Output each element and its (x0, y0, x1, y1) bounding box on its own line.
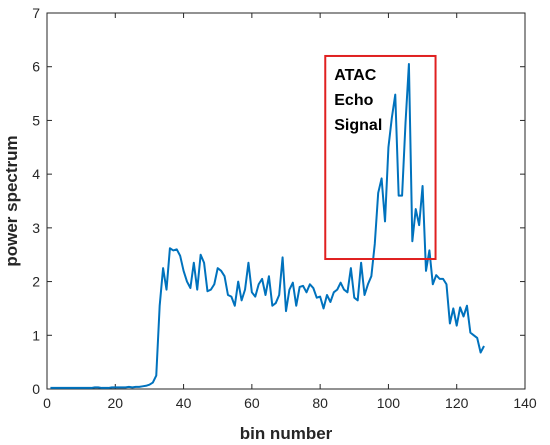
y-tick-label: 1 (32, 327, 40, 343)
annotation-label: ATAC (334, 67, 377, 84)
x-tick-label: 120 (445, 395, 469, 411)
y-tick-label: 4 (32, 166, 40, 182)
x-tick-label: 0 (43, 395, 51, 411)
x-axis-label: bin number (240, 424, 333, 443)
annotation-group: ATAC Echo Signal (324, 54, 437, 261)
axes-frame (46, 12, 526, 390)
annotation-label: Signal (334, 117, 382, 134)
series-group (50, 63, 485, 389)
y-tick-label: 3 (32, 220, 40, 236)
x-tick-label: 40 (176, 395, 192, 411)
y-tick-label: 0 (32, 381, 40, 397)
y-tick-label: 7 (32, 5, 40, 21)
x-tick-label: 20 (107, 395, 123, 411)
x-tick-label: 80 (312, 395, 328, 411)
plot-area (46, 12, 526, 390)
annotation-box (324, 54, 437, 261)
y-axis-label: power spectrum (2, 135, 21, 266)
annotation-label: Echo (334, 92, 373, 109)
x-tick-label: 140 (513, 395, 537, 411)
y-tick-label: 6 (32, 59, 40, 75)
series-line (50, 63, 485, 389)
y-tick-label: 5 (32, 112, 40, 128)
x-tick-label: 60 (244, 395, 260, 411)
y-tick-label: 2 (32, 274, 40, 290)
axis-ticks: 0 20 40 60 80 100 120 140 0 1 2 3 4 5 6 7 (32, 5, 537, 411)
x-tick-label: 100 (377, 395, 401, 411)
